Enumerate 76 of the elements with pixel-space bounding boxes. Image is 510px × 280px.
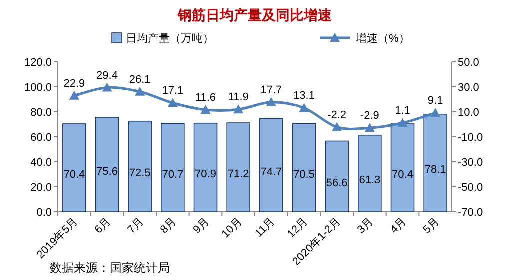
data-label: 11.9 [228,92,249,104]
y-tick-label: 80.0 [30,107,52,119]
point [102,82,112,92]
bar [390,124,415,212]
y2-tick-label: 10.0 [458,107,480,119]
data-label: 70.7 [162,168,184,181]
point [332,122,342,132]
bar [292,123,316,212]
data-label: 56.6 [326,178,348,190]
point [200,105,211,114]
data-label: 70.5 [294,168,315,181]
x-tick-label: 9月 [191,216,212,236]
bar [128,120,152,212]
data-label: 11.6 [195,92,216,104]
x-tick-label: 6月 [92,216,114,236]
y-tick-label: 0.0 [36,207,52,219]
y-tick-label: 100.0 [24,82,52,94]
data-label: 75.6 [96,166,118,178]
data-label: 1.1 [395,105,410,118]
point [234,104,244,114]
y-tick-label: 120.0 [24,57,52,69]
y2-tick-label: -30.0 [458,157,484,169]
data-label: 61.3 [359,174,381,187]
data-label: 17.7 [260,84,282,96]
y2-tick-label: 50.0 [458,57,480,69]
x-tick-label: 4月 [388,216,409,236]
data-label: 26.1 [129,74,151,86]
x-tick-label: 5月 [421,216,442,236]
bar [226,122,250,212]
y-tick-label: 20.0 [30,182,52,194]
data-label: 13.1 [294,90,315,102]
x-tick-label: 11月 [253,216,278,240]
point [266,97,276,106]
y2-tick-label: 30.0 [458,82,480,94]
point [430,108,441,118]
point [69,90,80,100]
point [135,86,146,96]
bar [161,123,185,212]
bar [424,114,448,212]
data-label: 70.4 [64,169,86,181]
point [364,123,375,132]
chart-title: 钢筋日均产量及同比增速 [177,7,333,23]
bar [358,134,382,212]
source-note: 数据来源：国家统计局 [50,261,170,275]
y2-tick-label: -70.0 [458,207,484,219]
y-tick-label: 40.0 [30,157,52,169]
x-tick-label: 12月 [285,216,310,241]
bar [260,118,284,212]
bar [325,140,349,212]
point [168,98,178,108]
data-label: 72.5 [129,168,151,180]
data-label: 78.1 [424,164,446,176]
data-label: 9.1 [428,95,444,108]
bar [62,124,86,212]
y-tick-label: 60.0 [30,132,52,144]
data-label: 74.7 [260,166,282,178]
data-label: 17.1 [162,85,184,98]
x-tick-label: 7月 [126,216,146,236]
x-tick-label: 8月 [158,216,180,236]
y2-tick-label: -10.0 [458,132,484,144]
data-label: -2.2 [328,109,347,122]
legend-label: 日均产量（万吨） [126,32,214,45]
x-tick-label: 3月 [355,216,376,236]
y2-tick-label: -50.0 [458,182,484,194]
data-label: -2.9 [360,110,380,122]
bar [194,122,218,212]
point [398,118,408,128]
data-label: 70.4 [392,169,414,181]
bar [95,117,120,212]
data-label: 71.2 [228,168,250,180]
legend-label: 增速（%） [355,32,410,45]
data-label: 70.9 [195,168,216,181]
data-label: 29.4 [96,70,118,82]
x-tick-label: 10月 [220,216,245,241]
data-label: 22.9 [64,78,86,90]
point [299,103,310,112]
